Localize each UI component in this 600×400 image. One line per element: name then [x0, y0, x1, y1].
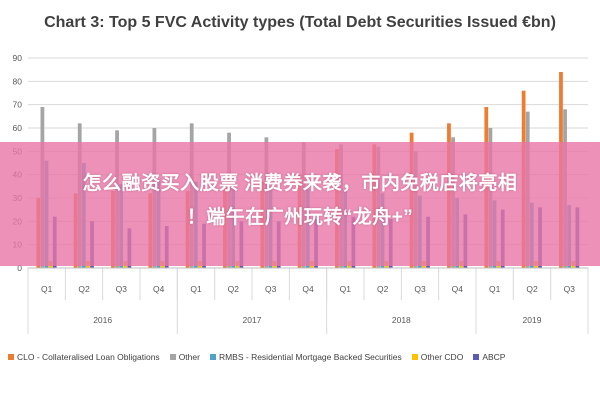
overlay-banner[interactable]: 怎么融资买入股票 消费券来袭，市内免税店将亮相 ！端午在广州玩转“龙舟+” — [0, 142, 600, 266]
y-tick-label: 90 — [13, 53, 23, 63]
x-tick-label: Q2 — [78, 284, 90, 294]
y-tick-label: 70 — [13, 100, 23, 110]
year-label: 2016 — [93, 315, 112, 325]
x-tick-label: Q4 — [452, 284, 464, 294]
x-tick-label: Q2 — [377, 284, 389, 294]
overlay-text-line-1: 怎么融资买入股票 消费券来袭，市内免税店将亮相 — [82, 173, 518, 194]
chart-title: Chart 3: Top 5 FVC Activity types (Total… — [44, 14, 556, 31]
x-tick-label: Q1 — [190, 284, 202, 294]
year-label: 2018 — [392, 315, 411, 325]
x-tick-label: Q2 — [526, 284, 538, 294]
x-tick-label: Q1 — [340, 284, 352, 294]
overlay-text-line-2: ！端午在广州玩转“龙舟+” — [186, 207, 414, 228]
x-tick-label: Q3 — [564, 284, 576, 294]
y-tick-label: 80 — [13, 76, 23, 86]
legend-swatch — [209, 354, 216, 360]
legend-swatch — [473, 354, 480, 360]
x-tick-label: Q1 — [489, 284, 501, 294]
legend-swatch — [411, 354, 418, 360]
x-tick-label: Q3 — [414, 284, 426, 294]
y-tick-label: 0 — [17, 263, 22, 273]
x-tick-label: Q3 — [265, 284, 277, 294]
legend-label: RMBS - Residential Mortgage Backed Secur… — [218, 352, 402, 362]
x-tick-label: Q1 — [41, 284, 53, 294]
legend-item: RMBS - Residential Mortgage Backed Secur… — [209, 352, 402, 362]
year-label: 2019 — [523, 315, 542, 325]
y-tick-label: 60 — [13, 123, 23, 133]
legend-item: Other CDO — [411, 352, 464, 362]
legend-item: Other — [169, 352, 200, 362]
x-tick-label: Q3 — [116, 284, 128, 294]
year-label: 2017 — [243, 315, 262, 325]
x-tick-label: Q4 — [153, 284, 165, 294]
legend-label: Other — [178, 352, 200, 362]
x-tick-label: Q4 — [302, 284, 314, 294]
legend-label: CLO - Collateralised Loan Obligations — [17, 352, 160, 362]
legend-item: ABCP — [473, 352, 505, 362]
legend-item: CLO - Collateralised Loan Obligations — [8, 352, 160, 362]
chart-legend: CLO - Collateralised Loan Obligations Oth… — [8, 352, 598, 362]
x-tick-label: Q2 — [228, 284, 240, 294]
legend-label: ABCP — [482, 352, 506, 362]
legend-swatch — [8, 354, 14, 360]
legend-label: Other CDO — [420, 352, 464, 362]
legend-swatch — [169, 354, 176, 360]
